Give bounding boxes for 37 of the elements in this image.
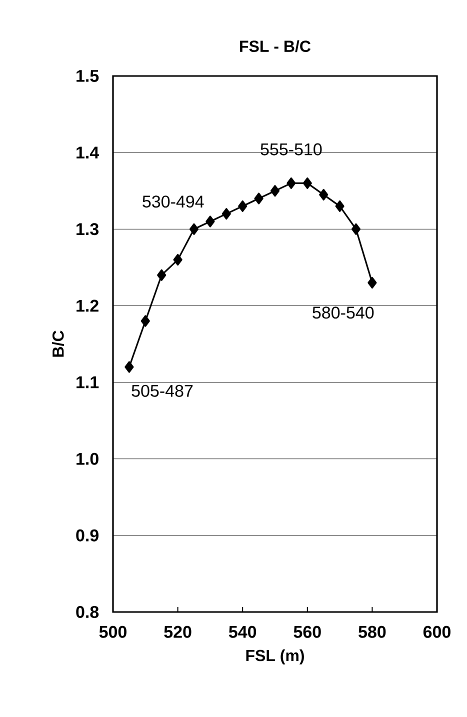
y-tick-label: 1.5 (76, 70, 99, 82)
y-tick-label: 0.8 (76, 606, 99, 618)
point (189, 223, 199, 235)
point (140, 315, 150, 327)
x-axis-title: FSL (m) (246, 649, 304, 664)
annotation: 530-494 (142, 196, 204, 208)
point (173, 254, 182, 266)
point (157, 269, 166, 281)
point (206, 216, 215, 228)
y-tick-label: 1.4 (76, 146, 100, 158)
x-tick-label: 580 (358, 626, 386, 638)
point (222, 208, 231, 220)
x-tick-label: 520 (164, 626, 192, 638)
point (302, 177, 312, 189)
chart-title: FSL - B/C (240, 40, 311, 52)
point (270, 185, 280, 197)
point (254, 192, 264, 204)
annotation: 505-487 (132, 384, 193, 397)
point (124, 361, 134, 373)
annotation: 555-510 (260, 143, 322, 156)
y-tick-label: 1.1 (76, 376, 99, 388)
y-axis-title: B/C (52, 330, 64, 357)
x-tick-label: 600 (423, 626, 450, 638)
y-tick-label: 1.2 (76, 300, 98, 312)
point (238, 200, 248, 212)
point (335, 200, 344, 212)
point (368, 276, 377, 289)
y-tick-label: 1.0 (76, 452, 98, 465)
y-tick-label: 1.3 (76, 223, 99, 236)
point (351, 223, 361, 235)
point (319, 188, 328, 200)
x-tick-label: 540 (228, 626, 256, 638)
x-tick-label: 500 (99, 626, 126, 638)
point (286, 177, 296, 189)
annotation: 580-540 (312, 306, 374, 319)
y-tick-label: 0.9 (76, 529, 99, 542)
x-tick-label: 560 (294, 626, 321, 638)
